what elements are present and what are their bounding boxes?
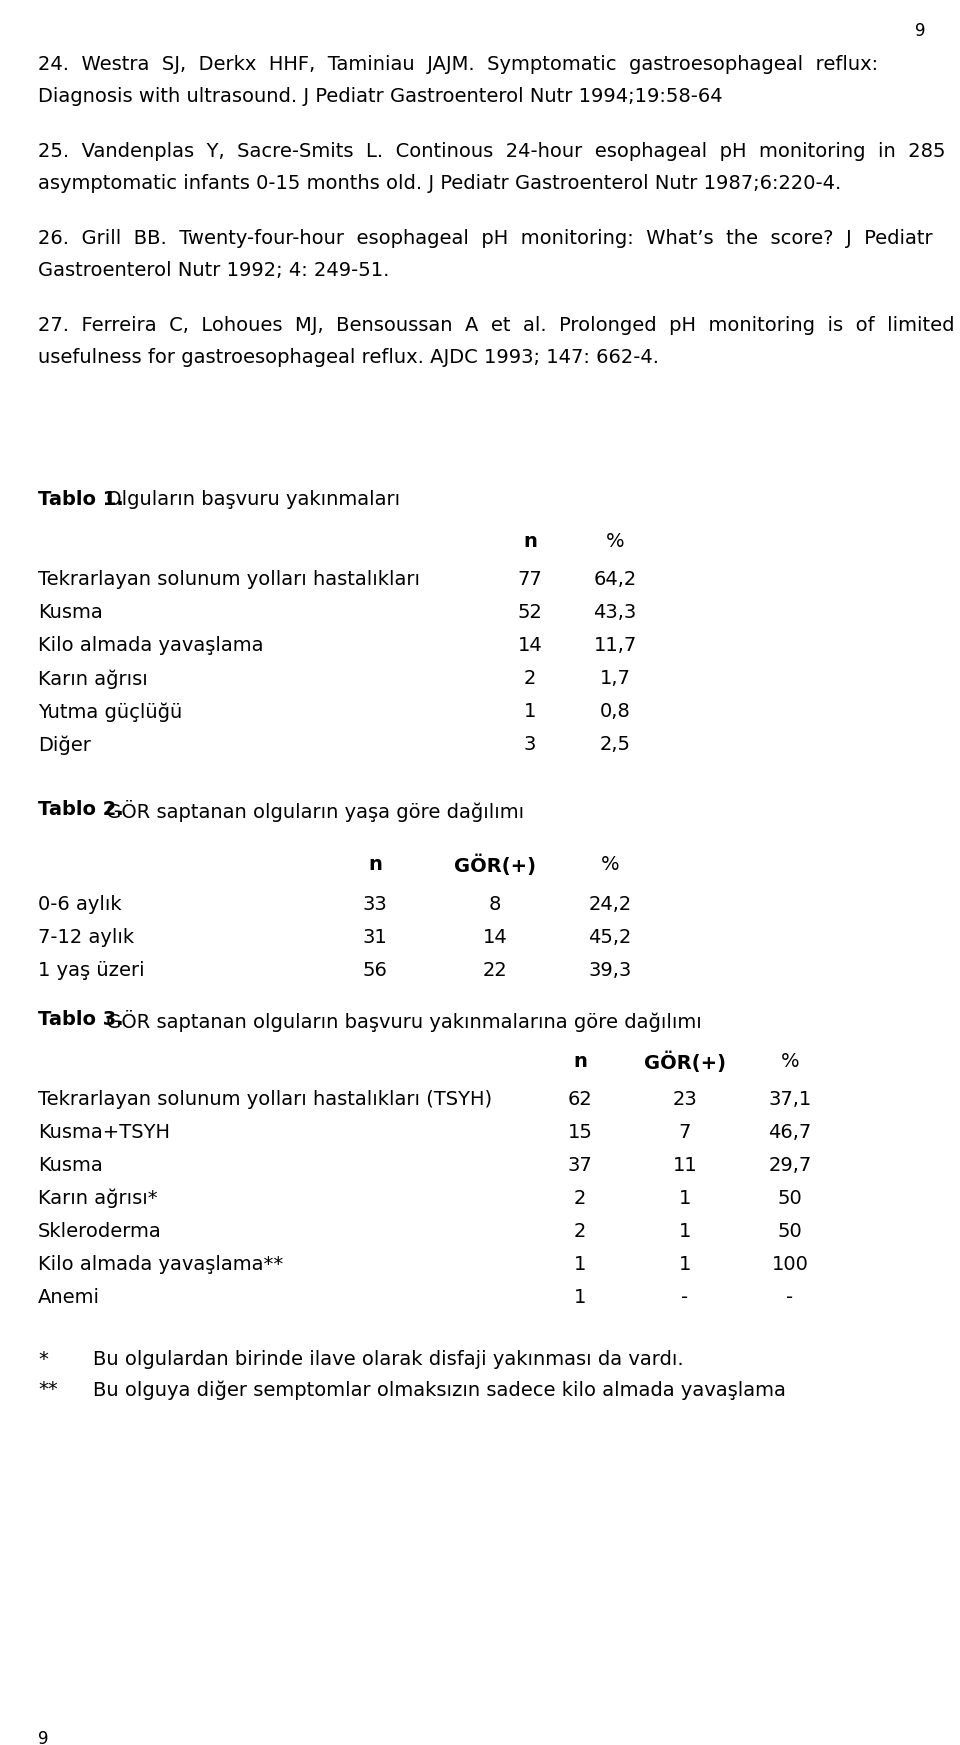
Text: Bu olgulardan birinde ilave olarak disfaji yakınması da vardı.: Bu olgulardan birinde ilave olarak disfa… (93, 1351, 684, 1370)
Text: 50: 50 (778, 1222, 803, 1241)
Text: 14: 14 (483, 928, 508, 948)
Text: Kusma+TSYH: Kusma+TSYH (38, 1124, 170, 1141)
Text: Karın ağrısı*: Karın ağrısı* (38, 1188, 157, 1209)
Text: **: ** (38, 1380, 58, 1399)
Text: Karın ağrısı: Karın ağrısı (38, 668, 148, 689)
Text: 50: 50 (778, 1188, 803, 1208)
Text: 1: 1 (574, 1255, 587, 1274)
Text: Anemi: Anemi (38, 1288, 100, 1307)
Text: 46,7: 46,7 (768, 1124, 811, 1141)
Text: 2: 2 (574, 1188, 587, 1208)
Text: 2: 2 (524, 668, 537, 688)
Text: n: n (573, 1052, 587, 1071)
Text: 2,5: 2,5 (599, 735, 631, 754)
Text: 1 yaş üzeri: 1 yaş üzeri (38, 961, 145, 981)
Text: %: % (606, 532, 624, 551)
Text: 43,3: 43,3 (593, 604, 636, 621)
Text: 1: 1 (574, 1288, 587, 1307)
Text: Olguların başvuru yakınmaları: Olguların başvuru yakınmaları (100, 490, 400, 510)
Text: 0-6 aylık: 0-6 aylık (38, 895, 122, 914)
Text: 1: 1 (524, 701, 537, 721)
Text: 25.  Vandenplas  Y,  Sacre-Smits  L.  Continous  24-hour  esophageal  pH  monito: 25. Vandenplas Y, Sacre-Smits L. Contino… (38, 141, 946, 161)
Text: GÖR(+): GÖR(+) (454, 855, 536, 876)
Text: 22: 22 (483, 961, 508, 981)
Text: Tekrarlayan solunum yolları hastalıkları (TSYH): Tekrarlayan solunum yolları hastalıkları… (38, 1091, 492, 1110)
Text: 33: 33 (363, 895, 388, 914)
Text: 1: 1 (679, 1255, 691, 1274)
Text: -: - (682, 1288, 688, 1307)
Text: GÖR(+): GÖR(+) (644, 1052, 726, 1073)
Text: 31: 31 (363, 928, 388, 948)
Text: Kusma: Kusma (38, 1155, 103, 1174)
Text: 15: 15 (567, 1124, 592, 1141)
Text: 29,7: 29,7 (768, 1155, 811, 1174)
Text: 7-12 aylık: 7-12 aylık (38, 928, 134, 948)
Text: 9: 9 (915, 23, 925, 40)
Text: n: n (368, 855, 382, 874)
Text: 23: 23 (673, 1091, 697, 1110)
Text: Diagnosis with ultrasound. J Pediatr Gastroenterol Nutr 1994;19:58-64: Diagnosis with ultrasound. J Pediatr Gas… (38, 87, 723, 106)
Text: 26.  Grill  BB.  Twenty-four-hour  esophageal  pH  monitoring:  What’s  the  sco: 26. Grill BB. Twenty-four-hour esophagea… (38, 229, 932, 248)
Text: asymptomatic infants 0-15 months old. J Pediatr Gastroenterol Nutr 1987;6:220-4.: asymptomatic infants 0-15 months old. J … (38, 174, 841, 194)
Text: 56: 56 (363, 961, 388, 981)
Text: %: % (601, 855, 619, 874)
Text: Gastroenterol Nutr 1992; 4: 249-51.: Gastroenterol Nutr 1992; 4: 249-51. (38, 262, 390, 279)
Text: 37: 37 (567, 1155, 592, 1174)
Text: 11,7: 11,7 (593, 635, 636, 654)
Text: 52: 52 (517, 604, 542, 621)
Text: Tablo 2.: Tablo 2. (38, 799, 124, 818)
Text: 11: 11 (673, 1155, 697, 1174)
Text: 77: 77 (517, 571, 542, 590)
Text: GÖR saptanan olguların yaşa göre dağılımı: GÖR saptanan olguların yaşa göre dağılım… (100, 799, 524, 822)
Text: 1,7: 1,7 (600, 668, 631, 688)
Text: Tekrarlayan solunum yolları hastalıkları: Tekrarlayan solunum yolları hastalıkları (38, 571, 420, 590)
Text: 2: 2 (574, 1222, 587, 1241)
Text: Skleroderma: Skleroderma (38, 1222, 161, 1241)
Text: usefulness for gastroesophageal reflux. AJDC 1993; 147: 662-4.: usefulness for gastroesophageal reflux. … (38, 347, 659, 366)
Text: GÖR saptanan olguların başvuru yakınmalarına göre dağılımı: GÖR saptanan olguların başvuru yakınmala… (100, 1010, 702, 1031)
Text: 27.  Ferreira  C,  Lohoues  MJ,  Bensoussan  A  et  al.  Prolonged  pH  monitori: 27. Ferreira C, Lohoues MJ, Bensoussan A… (38, 316, 954, 335)
Text: 100: 100 (772, 1255, 808, 1274)
Text: Diğer: Diğer (38, 735, 91, 754)
Text: 3: 3 (524, 735, 537, 754)
Text: 7: 7 (679, 1124, 691, 1141)
Text: n: n (523, 532, 537, 551)
Text: Tablo 1.: Tablo 1. (38, 490, 124, 510)
Text: Tablo 3.: Tablo 3. (38, 1010, 124, 1030)
Text: 62: 62 (567, 1091, 592, 1110)
Text: 1: 1 (679, 1188, 691, 1208)
Text: 1: 1 (679, 1222, 691, 1241)
Text: Bu olguya diğer semptomlar olmaksızın sadece kilo almada yavaşlama: Bu olguya diğer semptomlar olmaksızın sa… (93, 1380, 786, 1399)
Text: Yutma güçlüğü: Yutma güçlüğü (38, 701, 182, 721)
Text: 64,2: 64,2 (593, 571, 636, 590)
Text: -: - (786, 1288, 794, 1307)
Text: 45,2: 45,2 (588, 928, 632, 948)
Text: 37,1: 37,1 (768, 1091, 811, 1110)
Text: 9: 9 (38, 1729, 49, 1745)
Text: 24.  Westra  SJ,  Derkx  HHF,  Taminiau  JAJM.  Symptomatic  gastroesophageal  r: 24. Westra SJ, Derkx HHF, Taminiau JAJM.… (38, 56, 878, 73)
Text: 39,3: 39,3 (588, 961, 632, 981)
Text: Kilo almada yavaşlama**: Kilo almada yavaşlama** (38, 1255, 283, 1274)
Text: 0,8: 0,8 (600, 701, 631, 721)
Text: 24,2: 24,2 (588, 895, 632, 914)
Text: Kilo almada yavaşlama: Kilo almada yavaşlama (38, 635, 263, 654)
Text: %: % (780, 1052, 800, 1071)
Text: Kusma: Kusma (38, 604, 103, 621)
Text: *: * (38, 1351, 48, 1370)
Text: 8: 8 (489, 895, 501, 914)
Text: 14: 14 (517, 635, 542, 654)
